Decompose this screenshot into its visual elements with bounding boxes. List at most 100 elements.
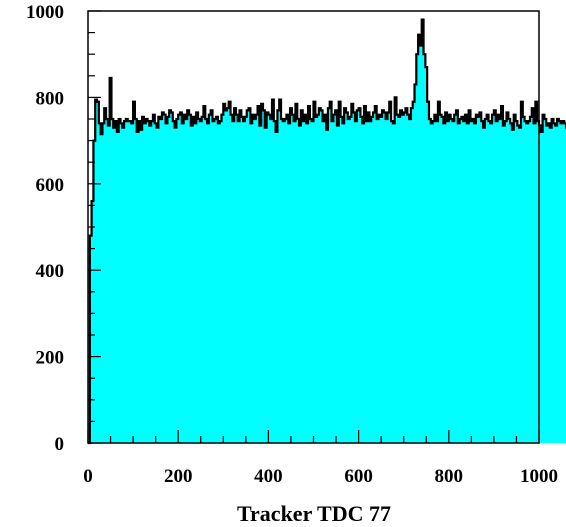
histogram-bar: [134, 119, 138, 443]
histogram-bar: [107, 125, 111, 443]
histogram-bar: [345, 112, 349, 444]
histogram-bar: [493, 110, 497, 444]
histogram-bar: [508, 119, 511, 443]
histogram-bar: [174, 127, 177, 443]
histogram-bar: [564, 123, 566, 443]
histogram-bar: [389, 101, 392, 443]
y-tick-label: 800: [36, 88, 65, 109]
histogram-bar: [365, 121, 369, 443]
histogram-bar: [501, 106, 504, 443]
histogram-bar: [160, 119, 163, 443]
histogram-bar: [373, 112, 376, 444]
histogram-bar: [214, 119, 217, 443]
histogram-bar: [504, 121, 507, 443]
histogram-bar: [421, 19, 424, 443]
histogram-bar: [457, 123, 461, 443]
histogram-bar: [290, 108, 293, 443]
histogram-bar: [194, 123, 197, 443]
histogram-bar: [416, 54, 419, 443]
histogram-bar: [524, 121, 527, 443]
histogram-bar: [502, 125, 506, 443]
histogram-bar: [257, 106, 260, 443]
histogram-bar: [131, 123, 134, 443]
histogram-bar: [546, 125, 549, 443]
histogram-bar: [187, 110, 190, 444]
histogram-bar: [459, 119, 462, 443]
x-tick-label: 200: [164, 466, 193, 487]
x-tick-label: 0: [83, 466, 93, 487]
histogram-bar: [165, 123, 168, 443]
histogram-bar: [282, 121, 286, 443]
histogram-bar: [246, 110, 249, 444]
histogram-bar: [484, 119, 488, 443]
histogram-bar: [520, 101, 524, 443]
histogram-bar: [392, 123, 396, 443]
histogram-bar: [147, 121, 150, 443]
histogram-bar: [539, 125, 542, 443]
histogram-bar: [400, 110, 403, 444]
histogram-bar: [262, 110, 266, 444]
histogram-bar: [272, 99, 275, 443]
histogram-bar: [477, 116, 480, 443]
histogram-bar: [183, 114, 186, 444]
histogram-bar: [412, 101, 415, 443]
histogram-bar: [124, 121, 127, 443]
histogram-bar: [506, 112, 509, 444]
histogram-bar: [557, 119, 560, 443]
histogram-bar: [136, 131, 139, 443]
histogram-bar: [544, 119, 547, 443]
histogram-bar: [189, 114, 192, 444]
histogram-bar: [364, 106, 367, 443]
histogram-bar: [465, 114, 468, 444]
histogram-bar: [100, 134, 103, 443]
histogram-bar: [161, 112, 165, 444]
histogram-bar: [207, 123, 210, 443]
histogram-bar: [212, 121, 215, 443]
histogram-bar: [102, 123, 105, 443]
histogram-bar: [338, 101, 341, 443]
histogram-bar: [299, 125, 302, 443]
histogram-bar: [528, 121, 531, 443]
histogram-bar: [519, 127, 522, 443]
histogram-bar: [115, 121, 118, 443]
histogram-bar: [401, 114, 405, 444]
histogram-bar: [264, 127, 267, 443]
x-tick-label: 1000: [520, 466, 558, 487]
histogram-bar: [349, 116, 352, 443]
histogram-bar: [91, 201, 94, 443]
histogram-bar: [250, 123, 253, 443]
histogram-bar: [169, 110, 172, 444]
histogram-bar: [125, 119, 129, 443]
histogram-bar: [293, 121, 296, 443]
histogram-bar: [221, 114, 224, 444]
histogram-bar: [97, 101, 100, 443]
histogram-bar: [176, 119, 179, 443]
histogram-bar: [331, 121, 334, 443]
histogram-bar: [311, 121, 314, 443]
histogram-bar: [329, 101, 332, 443]
histogram-bar: [490, 123, 493, 443]
histogram-bar: [351, 103, 354, 443]
histogram-bar: [495, 121, 498, 443]
histogram-bar: [232, 121, 235, 443]
histogram-bar: [385, 119, 388, 443]
histogram-bar: [237, 121, 240, 443]
histogram-bar: [308, 106, 311, 443]
histogram-bar: [425, 67, 428, 443]
histogram-bar: [560, 123, 563, 443]
histogram-bar: [275, 131, 278, 443]
y-tick-label: 200: [36, 348, 65, 369]
histogram-bar: [309, 119, 313, 443]
histogram-bar: [483, 127, 486, 443]
x-axis-title: Tracker TDC 77: [237, 501, 391, 526]
histogram-bar: [320, 110, 323, 444]
histogram-bar: [468, 110, 471, 444]
histogram-bar: [403, 112, 406, 444]
histogram-bar: [342, 123, 345, 443]
histogram-bar: [313, 101, 316, 443]
histogram-bar: [140, 129, 143, 444]
histogram-bar: [201, 116, 204, 443]
histogram-bar: [374, 106, 378, 443]
histogram-bar: [486, 114, 489, 444]
